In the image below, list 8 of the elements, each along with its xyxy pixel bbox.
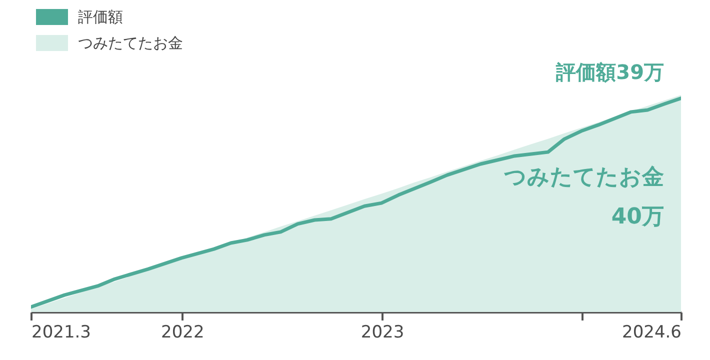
legend-label: つみたてたお金 <box>78 34 183 52</box>
x-tick-label: 2022 <box>161 322 204 342</box>
legend-label: 評価額 <box>78 8 123 26</box>
annotation: つみたてたお金 40万 <box>504 164 664 230</box>
text: 評価額39万 <box>555 60 664 84</box>
x-tick-label: 2024.6 <box>622 322 682 342</box>
x-tick-label: 2023 <box>360 322 404 342</box>
x-tick-label: 2021.3 <box>32 322 91 342</box>
